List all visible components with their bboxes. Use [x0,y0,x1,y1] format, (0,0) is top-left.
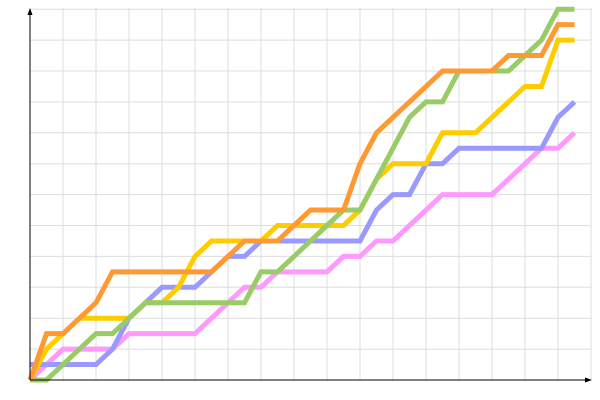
series-line-2 [27,37,575,382]
series-line-4 [27,22,575,381]
x-axis-arrow [585,377,592,383]
grid [30,8,592,380]
y-axis-arrow [27,8,33,15]
series-line-0 [28,130,577,382]
axes [27,8,592,383]
series-line-1 [30,100,577,368]
series-lines [27,6,577,383]
